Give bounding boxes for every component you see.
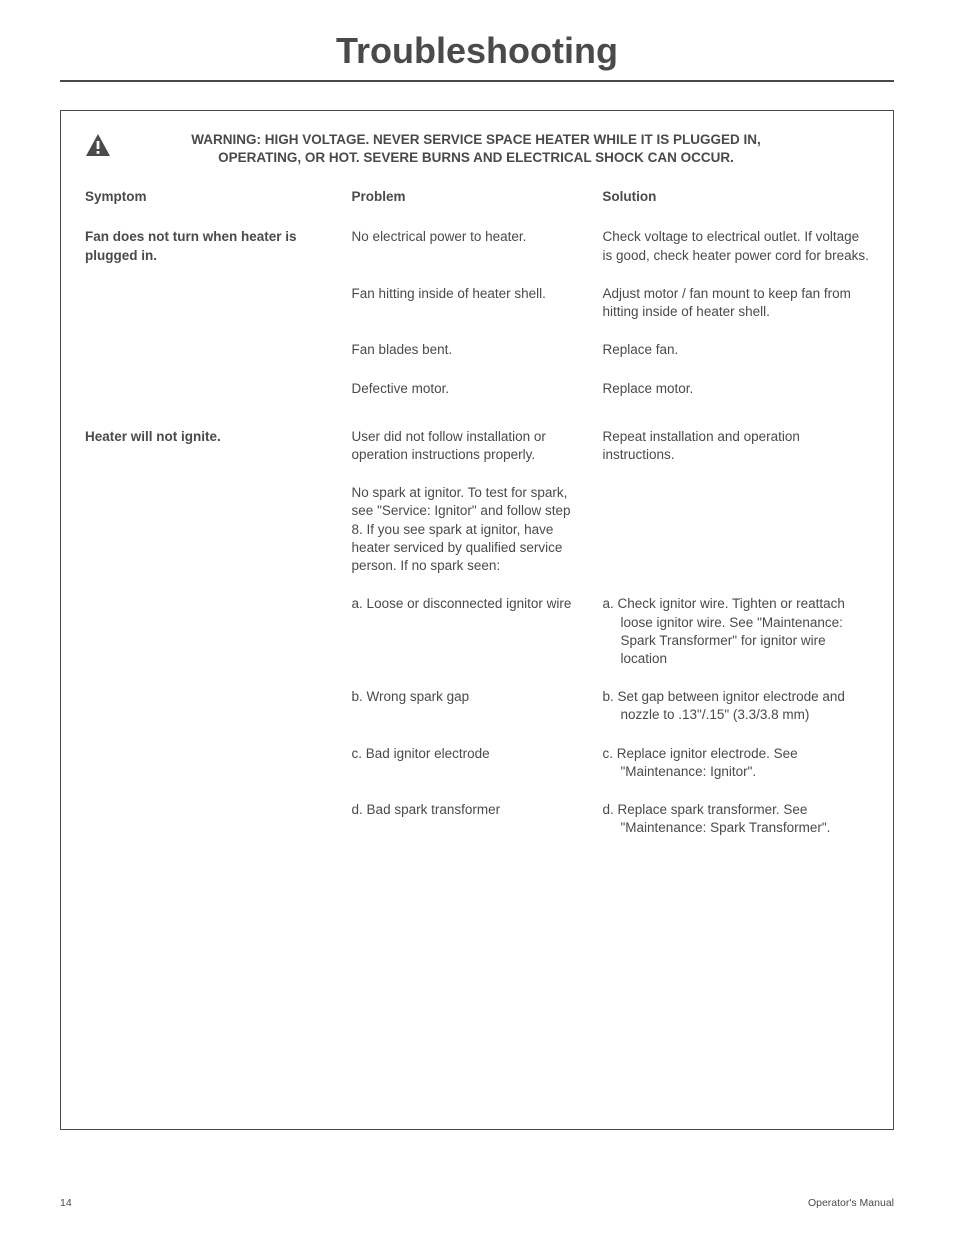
title-block: Troubleshooting bbox=[60, 30, 894, 82]
footer-right: Operator's Manual bbox=[808, 1197, 894, 1209]
solution-cell: Replace motor. bbox=[603, 380, 869, 398]
table-header-row: Symptom Problem Solution bbox=[85, 189, 869, 204]
solution-cell: Repeat installation and operation instru… bbox=[603, 428, 869, 464]
problem-cell: Fan blades bent. bbox=[352, 341, 603, 359]
rows-cell: No electrical power to heater.Check volt… bbox=[352, 228, 869, 397]
solution-cell: b. Set gap between ignitor electrode and… bbox=[603, 688, 869, 724]
page-title: Troubleshooting bbox=[60, 30, 894, 72]
table-row: c. Bad ignitor electrodec. Replace ignit… bbox=[352, 745, 869, 781]
content-box: WARNING: HIGH VOLTAGE. NEVER SERVICE SPA… bbox=[60, 110, 894, 1130]
symptom-group: Heater will not ignite.User did not foll… bbox=[85, 428, 869, 838]
page-footer: 14 Operator's Manual bbox=[60, 1197, 894, 1209]
problem-cell: Defective motor. bbox=[352, 380, 603, 398]
solution-cell: c. Replace ignitor electrode. See "Maint… bbox=[603, 745, 869, 781]
header-symptom: Symptom bbox=[85, 189, 352, 204]
symptom-group: Fan does not turn when heater is plugged… bbox=[85, 228, 869, 397]
warning-text: WARNING: HIGH VOLTAGE. NEVER SERVICE SPA… bbox=[123, 131, 869, 167]
table-row: Fan blades bent.Replace fan. bbox=[352, 341, 869, 359]
symptom-cell: Fan does not turn when heater is plugged… bbox=[85, 228, 352, 397]
table-body: Fan does not turn when heater is plugged… bbox=[85, 228, 869, 837]
solution-cell: Adjust motor / fan mount to keep fan fro… bbox=[603, 285, 869, 321]
warning-row: WARNING: HIGH VOLTAGE. NEVER SERVICE SPA… bbox=[85, 131, 869, 167]
page-container: Troubleshooting WARNING: HIGH VOLTAGE. N… bbox=[0, 0, 954, 1130]
warning-line-1: WARNING: HIGH VOLTAGE. NEVER SERVICE SPA… bbox=[191, 132, 761, 147]
table-row: Defective motor.Replace motor. bbox=[352, 380, 869, 398]
table-row: No spark at ignitor. To test for spark, … bbox=[352, 484, 869, 575]
warning-line-2: OPERATING, OR HOT. SEVERE BURNS AND ELEC… bbox=[218, 150, 734, 165]
troubleshoot-table: Symptom Problem Solution Fan does not tu… bbox=[85, 189, 869, 837]
rows-cell: User did not follow installation or oper… bbox=[352, 428, 869, 838]
table-row: User did not follow installation or oper… bbox=[352, 428, 869, 464]
solution-cell: d. Replace spark transformer. See "Maint… bbox=[603, 801, 869, 837]
header-solution: Solution bbox=[602, 189, 869, 204]
table-row: b. Wrong spark gapb. Set gap between ign… bbox=[352, 688, 869, 724]
problem-cell: c. Bad ignitor electrode bbox=[352, 745, 603, 781]
warning-icon bbox=[85, 133, 111, 162]
page-number: 14 bbox=[60, 1197, 72, 1209]
table-row: d. Bad spark transformerd. Replace spark… bbox=[352, 801, 869, 837]
table-row: Fan hitting inside of heater shell.Adjus… bbox=[352, 285, 869, 321]
solution-cell: a. Check ignitor wire. Tighten or reatta… bbox=[603, 595, 869, 668]
problem-cell: d. Bad spark transformer bbox=[352, 801, 603, 837]
solution-cell bbox=[603, 484, 869, 575]
problem-cell: b. Wrong spark gap bbox=[352, 688, 603, 724]
table-row: No electrical power to heater.Check volt… bbox=[352, 228, 869, 264]
problem-cell: Fan hitting inside of heater shell. bbox=[352, 285, 603, 321]
solution-cell: Check voltage to electrical outlet. If v… bbox=[603, 228, 869, 264]
problem-cell: User did not follow installation or oper… bbox=[352, 428, 603, 464]
header-problem: Problem bbox=[352, 189, 603, 204]
solution-cell: Replace fan. bbox=[603, 341, 869, 359]
problem-cell: No spark at ignitor. To test for spark, … bbox=[352, 484, 603, 575]
problem-cell: No electrical power to heater. bbox=[352, 228, 603, 264]
symptom-cell: Heater will not ignite. bbox=[85, 428, 352, 838]
problem-cell: a. Loose or disconnected ignitor wire bbox=[352, 595, 603, 668]
table-row: a. Loose or disconnected ignitor wirea. … bbox=[352, 595, 869, 668]
